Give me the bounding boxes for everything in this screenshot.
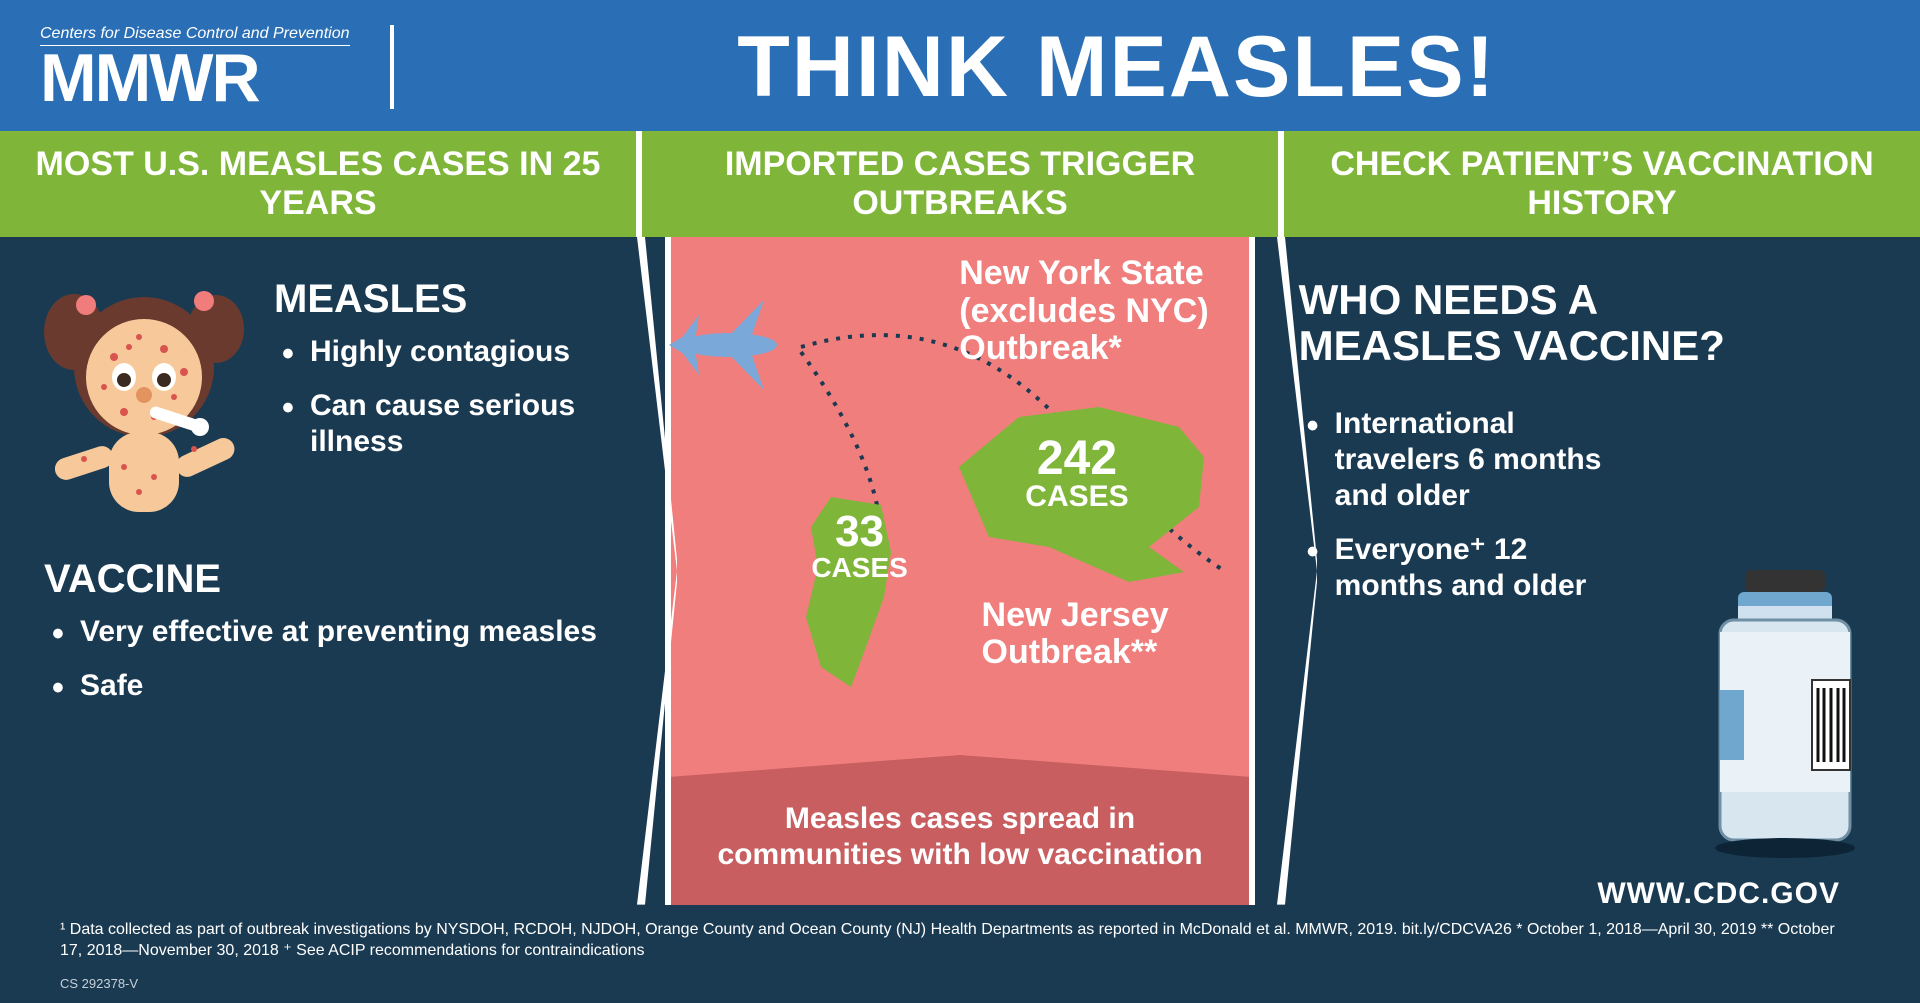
sick-child-illustration-icon [44,277,244,537]
green-heading-bar: MOST U.S. MEASLES CASES IN 25 YEARS IMPO… [0,131,1920,237]
infographic-root: Centers for Disease Control and Preventi… [0,0,1920,1003]
headline: THINK MEASLES! [474,18,1881,117]
measles-heading: MEASLES [274,277,621,322]
vaccine-vial-icon [1700,570,1870,865]
vaccine-bullet: Very effective at preventing measles [52,614,621,650]
mid-panel-footer: Measles cases spread in communities with… [671,777,1248,905]
footnote: ¹ Data collected as part of outbreak inv… [0,905,1920,972]
panel-left: MEASLES Highly contagious Can cause seri… [0,237,665,905]
vaccine-block: VACCINE Very effective at preventing mea… [44,557,621,704]
who-bullet: Everyone⁺ 12 months and older [1307,532,1629,604]
chevron-separator-icon [1277,237,1317,905]
top-bar: Centers for Disease Control and Preventi… [0,0,1920,131]
cs-code: CS 292378-V [0,972,1920,1003]
panels: MEASLES Highly contagious Can cause seri… [0,237,1920,905]
green-mid: IMPORTED CASES TRIGGER OUTBREAKS [642,131,1284,237]
logo-text: MMWR [40,48,350,109]
mmwr-logo: Centers for Disease Control and Preventi… [40,25,394,109]
green-right: CHECK PATIENT’S VACCINATION HISTORY [1284,131,1920,237]
cdc-url: WWW.CDC.GOV [1597,877,1840,911]
measles-bullet: Highly contagious [282,334,621,370]
nj-outbreak-label: New Jersey Outbreak** [982,597,1169,672]
who-bullet: International travelers 6 months and old… [1307,406,1629,514]
nj-cases-count: 33 CASES [811,512,907,584]
measles-bullet: Can cause serious illness [282,388,621,460]
green-left: MOST U.S. MEASLES CASES IN 25 YEARS [0,131,642,237]
panel-right: WHO NEEDS A MEASLES VACCINE? Internation… [1255,237,1920,905]
ny-outbreak-label: New York State (excludes NYC) Outbreak* [959,255,1208,367]
panel-middle: New York State (excludes NYC) Outbreak* … [665,237,1254,905]
chevron-separator-icon [637,237,677,905]
vaccine-bullet: Safe [52,668,621,704]
ny-cases-count: 242 CASES [1025,437,1128,514]
measles-block: MEASLES Highly contagious Can cause seri… [274,277,621,478]
vaccine-heading: VACCINE [44,557,621,602]
who-needs-heading: WHO NEEDS A MEASLES VACCINE? [1299,277,1876,369]
